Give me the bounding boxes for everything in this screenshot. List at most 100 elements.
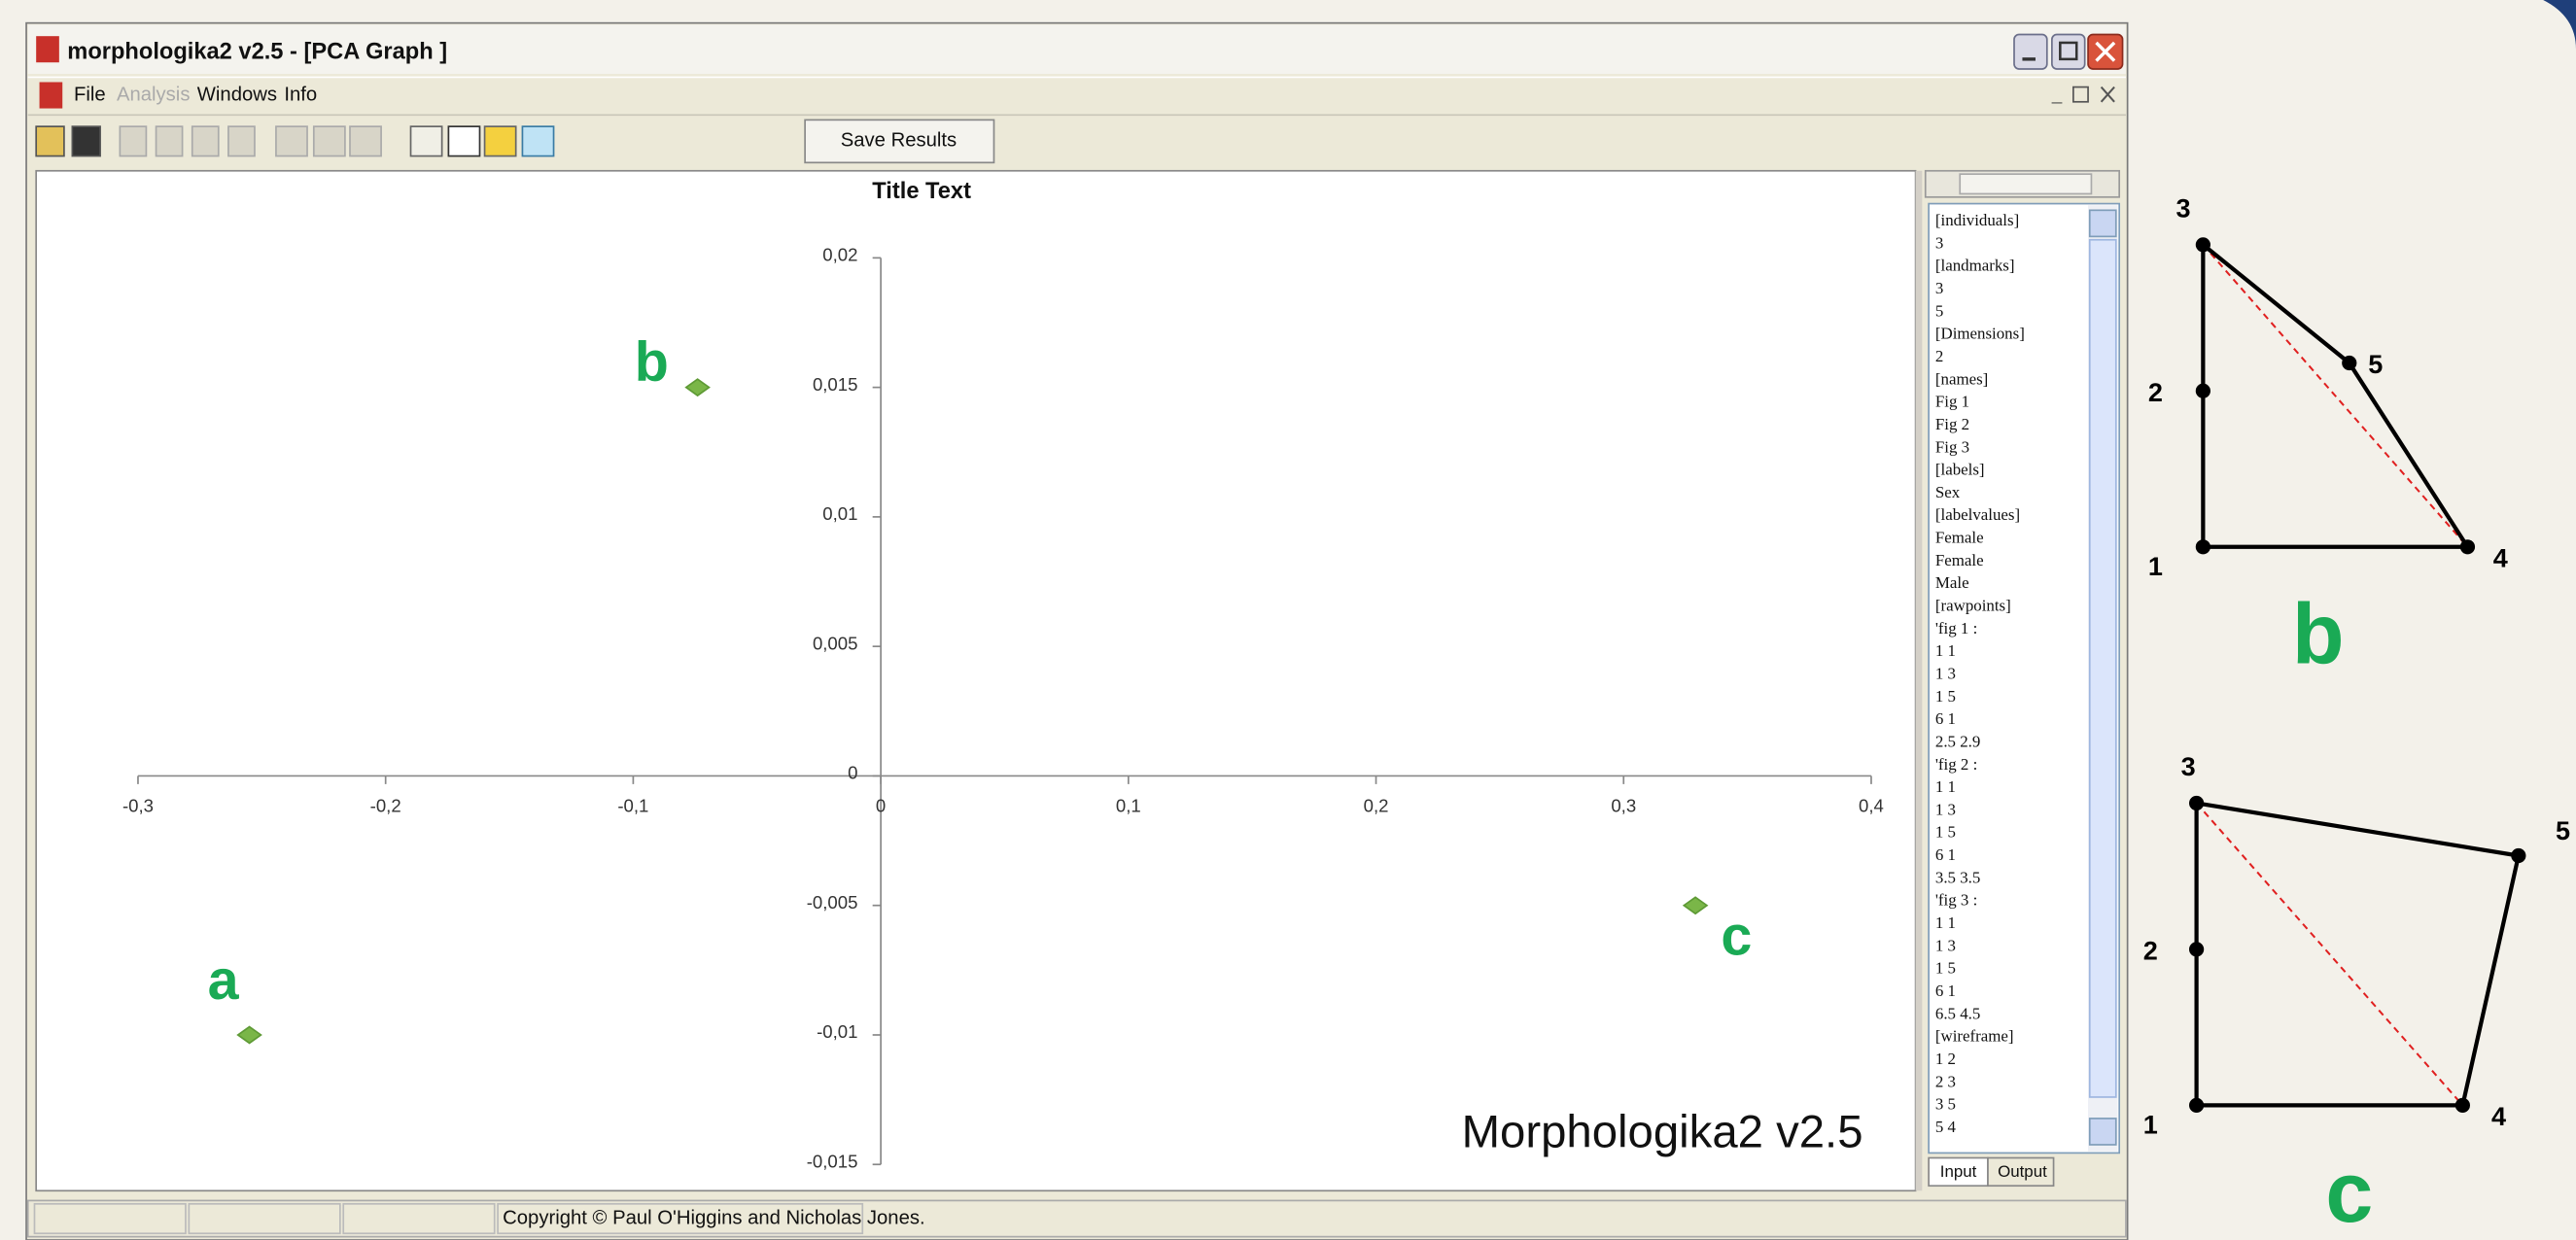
minimize-button[interactable]: [2013, 33, 2048, 70]
input-line: 2.5 2.9: [1935, 732, 1980, 750]
node-label: 5: [2556, 816, 2570, 845]
y-tick-label: -0,015: [807, 1151, 858, 1171]
axes-icon[interactable]: [483, 125, 517, 157]
table-icon[interactable]: [521, 125, 555, 157]
input-line: 2: [1935, 347, 1943, 365]
landmark: [2342, 355, 2357, 371]
landmark: [2459, 539, 2476, 555]
node-label: 1: [2143, 1111, 2158, 1140]
mdi-min[interactable]: _: [2051, 84, 2063, 105]
forward-icon[interactable]: [349, 125, 382, 157]
input-line: 5 4: [1935, 1118, 1957, 1136]
node-label: 1: [2148, 552, 2163, 581]
y-tick-label: 0: [848, 763, 857, 783]
y-tick-label: 0,02: [822, 245, 857, 265]
input-line: 1 3: [1935, 936, 1956, 954]
node-label: 2: [2143, 936, 2158, 965]
x-tick-label: -0,1: [617, 795, 648, 815]
h-scroll-thumb[interactable]: [1959, 173, 2093, 195]
input-line: Male: [1935, 573, 1969, 592]
menu-item[interactable]: Windows: [197, 84, 277, 105]
corner-decoration: [2543, 0, 2576, 50]
mdi-close[interactable]: [2100, 86, 2115, 103]
input-line: Sex: [1935, 483, 1961, 501]
scroll-up[interactable]: [2088, 209, 2117, 238]
tab-label[interactable]: Input: [1940, 1162, 1977, 1181]
data-point: [1682, 896, 1709, 915]
input-line: 2 3: [1935, 1072, 1956, 1090]
menu-item[interactable]: Info: [284, 84, 317, 105]
scroll-down[interactable]: [2088, 1118, 2117, 1146]
find-icon[interactable]: [227, 125, 256, 157]
landmark: [2511, 847, 2526, 864]
window-title: morphologika2 v2.5 - [PCA Graph ]: [67, 39, 447, 64]
landmark: [2195, 237, 2210, 253]
scroll-thumb[interactable]: [2088, 238, 2117, 1098]
status-cell: [342, 1202, 496, 1235]
save-results-button[interactable]: [804, 119, 995, 164]
close-glyph: [2095, 41, 2116, 62]
chart-title: Title Text: [872, 179, 971, 204]
input-line: Female: [1935, 529, 1984, 547]
maximize-glyph: [2059, 41, 2078, 61]
landmark: [2454, 1097, 2470, 1114]
save-icon[interactable]: [71, 125, 101, 157]
mdi-restore[interactable]: [2071, 86, 2089, 103]
input-line: [labels]: [1935, 461, 1985, 479]
diagram-caption: b: [2292, 585, 2345, 681]
tab-output[interactable]: [1987, 1156, 2055, 1188]
node-label: 2: [2148, 378, 2163, 407]
node-label: 4: [2493, 543, 2508, 572]
plot-area: [35, 169, 1917, 1192]
node-label: 4: [2491, 1102, 2506, 1131]
input-line: 1 5: [1935, 959, 1956, 978]
title-bar: [27, 24, 2126, 75]
landmark: [2195, 383, 2210, 398]
input-line: 1 2: [1935, 1050, 1956, 1068]
cut-icon[interactable]: [119, 125, 148, 157]
point-label: b: [635, 331, 669, 394]
input-line: Female: [1935, 551, 1984, 569]
x-tick-label: -0,2: [370, 795, 401, 815]
rotate-icon[interactable]: [312, 125, 346, 157]
input-line: 6.5 4.5: [1935, 1004, 1980, 1022]
input-line: 3: [1935, 279, 1943, 297]
input-line: Fig 3: [1935, 437, 1969, 456]
input-line: 1 1: [1935, 641, 1956, 660]
plot-icon[interactable]: [409, 125, 443, 157]
data-point: [684, 378, 711, 397]
node-label: 5: [2368, 350, 2383, 379]
input-line: [Dimensions]: [1935, 325, 2025, 343]
watermark: Morphologika2 v2.5: [1462, 1106, 1863, 1157]
save-results-label[interactable]: Save Results: [841, 130, 957, 152]
input-line: [wireframe]: [1935, 1027, 2014, 1046]
menu-item[interactable]: Analysis: [117, 84, 190, 105]
splitter[interactable]: [1915, 170, 1923, 1191]
app-icon: [36, 36, 59, 63]
toolbar: [35, 119, 995, 164]
back-icon[interactable]: [275, 125, 308, 157]
input-textbox[interactable]: [1928, 202, 2121, 1154]
menu-item[interactable]: File: [74, 84, 106, 105]
open-icon[interactable]: [35, 125, 65, 157]
y-tick-label: 0,01: [822, 503, 857, 524]
copy-icon[interactable]: [155, 125, 184, 157]
input-line: [labelvalues]: [1935, 505, 2020, 524]
landmark: [2188, 942, 2205, 957]
x-tick-label: 0,1: [1116, 795, 1141, 815]
tab-label[interactable]: Output: [1998, 1162, 2047, 1181]
input-line: [landmarks]: [1935, 257, 2015, 275]
status-text: Copyright © Paul O'Higgins and Nicholas …: [503, 1207, 924, 1228]
point-label: a: [208, 949, 240, 1012]
input-line: 'fig 2 :: [1935, 755, 1977, 774]
zoom-icon[interactable]: [447, 125, 481, 157]
input-line: 1 5: [1935, 823, 1956, 842]
x-tick-label: 0,3: [1611, 795, 1636, 815]
y-tick-label: 0,015: [813, 374, 858, 395]
maximize-button[interactable]: [2051, 33, 2086, 70]
minimize-glyph: [2022, 57, 2036, 61]
diagonal: [2195, 802, 2464, 1107]
paste-icon[interactable]: [191, 125, 220, 157]
status-cell: [497, 1202, 864, 1235]
